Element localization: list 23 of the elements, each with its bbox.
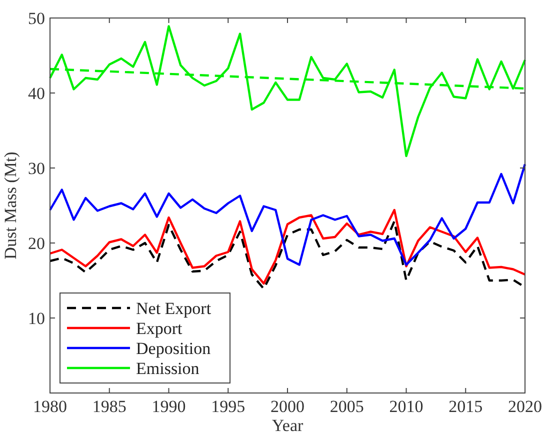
x-tick-label: 2015 [448, 397, 483, 416]
line-series [48, 163, 526, 266]
legend-label: Export [136, 318, 183, 338]
x-tick-label: 2020 [508, 397, 542, 416]
x-tick-label: 1990 [152, 397, 186, 416]
y-tick-label: 50 [28, 8, 45, 28]
x-tick-label: 2000 [270, 397, 304, 416]
line-series [48, 25, 526, 158]
x-tick-label: 1980 [33, 397, 67, 416]
x-tick-label: 1995 [211, 397, 246, 416]
y-tick-label: 20 [28, 234, 45, 253]
legend-label: Emission [136, 358, 200, 378]
x-axis-title: Year [272, 416, 304, 433]
x-tick-label: 1985 [92, 397, 126, 416]
y-tick-label: 40 [28, 84, 45, 103]
line-series [48, 208, 526, 285]
legend-label: Net Export [136, 298, 212, 318]
y-tick-label: 10 [28, 308, 45, 328]
x-tick-label: 2010 [389, 397, 424, 416]
y-axis-title: Dust Mass (Mt) [1, 152, 20, 260]
x-tick-label: 2005 [330, 397, 364, 416]
legend-label: Deposition [136, 338, 212, 358]
y-tick-label: 30 [28, 158, 45, 178]
